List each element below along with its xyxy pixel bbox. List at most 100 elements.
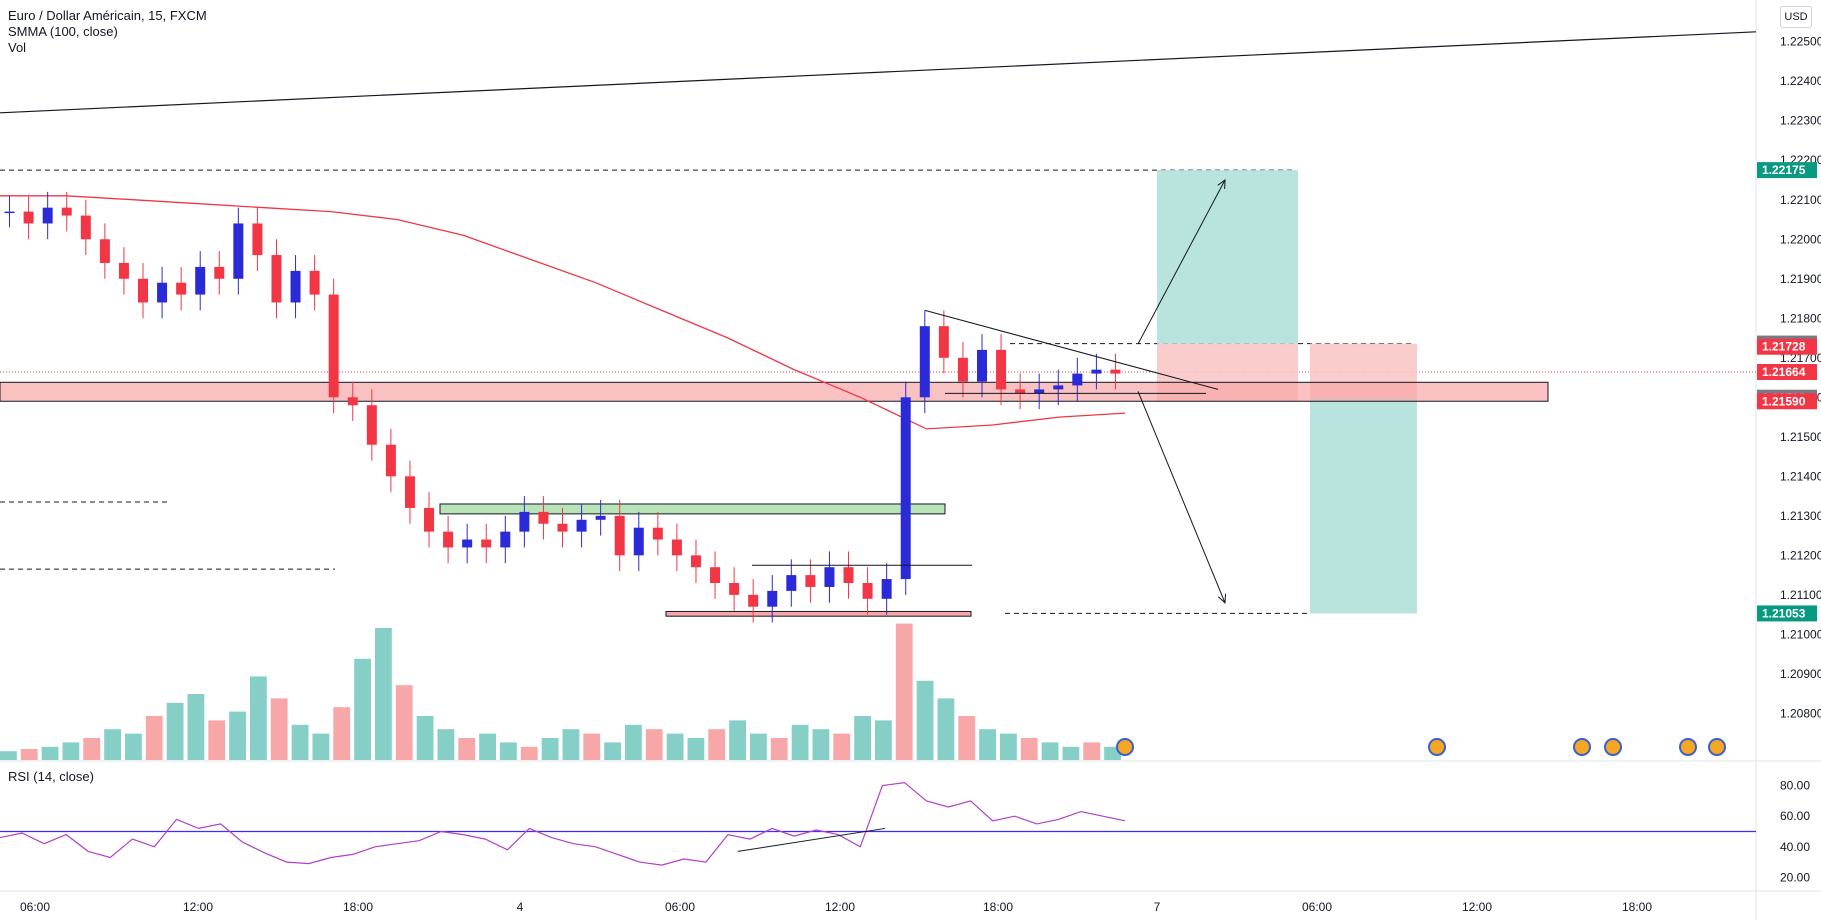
rsi-tick-label: 80.00 xyxy=(1780,779,1810,793)
candle xyxy=(443,515,454,564)
price-tick-label: 1.21000 xyxy=(1780,627,1821,641)
candle xyxy=(938,310,949,374)
candle-body xyxy=(481,539,492,548)
smma-indicator-label[interactable]: SMMA (100, close) xyxy=(8,24,118,39)
volume-bar xyxy=(62,742,80,760)
candle xyxy=(42,191,53,240)
candle-body xyxy=(881,579,892,599)
candle xyxy=(671,523,682,572)
time-tick-label: 06:00 xyxy=(665,900,695,914)
candle-body xyxy=(633,527,644,556)
candle xyxy=(271,239,282,319)
volume-bar xyxy=(854,716,871,760)
candle xyxy=(976,334,987,398)
price-label-bg xyxy=(1757,338,1817,355)
time-tick-label: 18:00 xyxy=(983,900,1013,914)
time-tick-label: 12:00 xyxy=(183,900,213,914)
candle-body xyxy=(195,266,206,295)
candle xyxy=(99,223,110,279)
candle-body xyxy=(595,515,606,520)
volume-bar xyxy=(833,733,851,760)
time-tick-label: 06:00 xyxy=(20,900,50,914)
bearish-projection-arrow-head xyxy=(1217,593,1227,604)
time-tick-label: 7 xyxy=(1154,900,1161,914)
short-target-zone xyxy=(1310,397,1417,614)
rsi-tick-label: 20.00 xyxy=(1780,870,1810,884)
candle xyxy=(881,563,892,615)
volume-bar xyxy=(479,733,496,760)
candle-body xyxy=(157,282,168,303)
candle xyxy=(385,428,396,493)
candle xyxy=(481,523,492,564)
economic-event-icon xyxy=(1428,738,1446,756)
candle-body xyxy=(214,266,225,279)
candle-body xyxy=(976,349,987,382)
price-tick-label: 1.22500 xyxy=(1780,35,1821,49)
candle xyxy=(900,381,911,595)
volume-bar xyxy=(625,724,642,760)
candle-body xyxy=(4,211,15,214)
candle-body xyxy=(99,239,110,263)
price-tick-label: 1.21500 xyxy=(1780,430,1821,444)
candle xyxy=(957,341,968,398)
candle xyxy=(862,567,873,615)
candle-body xyxy=(1053,385,1064,390)
volume-bar xyxy=(562,729,580,760)
candle xyxy=(328,278,339,414)
volume-bar xyxy=(395,685,413,760)
candle-body xyxy=(176,282,187,295)
volume-bar xyxy=(333,707,351,760)
candle-body xyxy=(80,215,91,240)
candle-body xyxy=(824,567,835,587)
candle-body xyxy=(996,349,1007,390)
candle xyxy=(1053,369,1064,406)
candle xyxy=(290,255,301,319)
time-tick-label: 4 xyxy=(517,900,524,914)
rsi-indicator-label[interactable]: RSI (14, close) xyxy=(8,769,94,784)
candle xyxy=(23,195,34,240)
candle xyxy=(1110,353,1121,390)
candle xyxy=(118,247,129,295)
time-tick-label: 12:00 xyxy=(825,900,855,914)
candle xyxy=(690,539,701,584)
long-trend-line xyxy=(0,31,1757,114)
volume-bar xyxy=(250,676,267,760)
volume-bar xyxy=(1062,746,1080,760)
currency-button[interactable]: USD xyxy=(1780,6,1812,28)
volume-indicator-label[interactable]: Vol xyxy=(8,40,27,55)
price-label: 1.21053 xyxy=(1762,606,1806,620)
candle xyxy=(919,310,930,414)
candle xyxy=(805,559,816,603)
price-label-bg xyxy=(1757,364,1817,381)
candle-body xyxy=(404,476,415,508)
bullish-projection-arrow-head xyxy=(1217,178,1226,190)
price-label: 1.21728 xyxy=(1762,340,1806,354)
candle xyxy=(366,389,377,461)
volume-bar xyxy=(1020,738,1038,760)
descending-trend-line xyxy=(924,309,1219,390)
price-tick-label: 1.21300 xyxy=(1780,509,1821,523)
candle-body xyxy=(424,507,435,532)
volume-bar xyxy=(125,733,142,760)
rsi-tick-label: 40.00 xyxy=(1780,840,1810,854)
candle xyxy=(1091,353,1102,390)
time-tick-label: 18:00 xyxy=(1622,900,1652,914)
volume-bar xyxy=(979,729,996,760)
economic-event-icon xyxy=(1679,738,1697,756)
time-tick-label: 18:00 xyxy=(343,900,373,914)
volume-bar xyxy=(541,738,559,760)
candle xyxy=(309,255,320,311)
candle xyxy=(519,496,530,548)
candle xyxy=(786,559,797,607)
candle-body xyxy=(366,405,377,445)
candle xyxy=(767,575,778,623)
candle-body xyxy=(900,397,911,580)
candle xyxy=(633,511,644,572)
candle-body xyxy=(614,515,625,556)
economic-event-icon xyxy=(1708,738,1726,756)
candle xyxy=(214,251,225,295)
candle-body xyxy=(538,511,549,524)
candle-body xyxy=(748,594,759,607)
candle xyxy=(176,266,187,311)
